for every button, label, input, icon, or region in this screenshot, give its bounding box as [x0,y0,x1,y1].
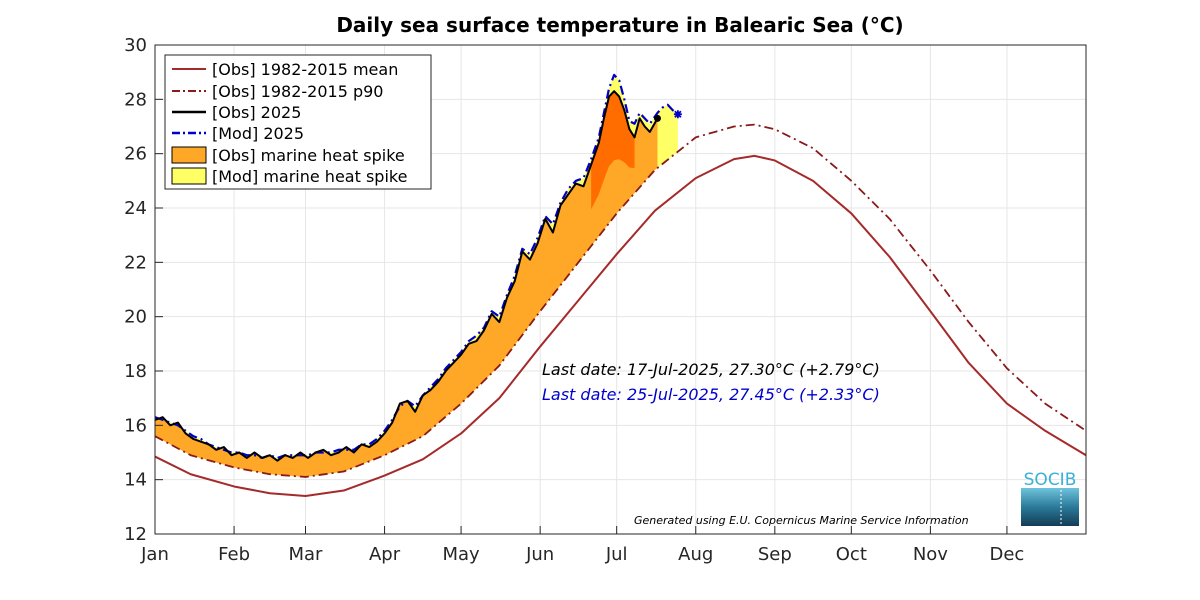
y-tick-label: 22 [124,252,147,273]
x-tick-label: Mar [289,544,324,565]
legend: [Obs] 1982-2015 mean [Obs] 1982-2015 p90… [164,54,432,190]
y-tick-label: 14 [124,470,147,491]
obs-heat-spike-peak-area [591,91,635,210]
y-axis-ticks: 12 14 16 18 20 22 24 26 28 30 [124,35,163,545]
mod-last-point [673,110,682,119]
y-tick-label: 26 [124,144,147,165]
obs-p90-line [154,123,1087,478]
legend-label-mod-spike: [Mod] marine heat spike [212,167,407,186]
chart-title: Daily sea surface temperature in Baleari… [336,13,903,37]
copernicus-credit: Generated using E.U. Copernicus Marine S… [634,514,969,527]
legend-box [164,54,432,190]
mod-2025-line [154,73,679,460]
obs-2025-line [154,90,659,462]
x-tick-label: Jun [525,544,554,565]
y-tick-label: 20 [124,307,147,328]
y-tick-label: 12 [124,524,147,545]
x-tick-label: Aug [678,544,713,565]
x-tick-label: Nov [913,544,948,565]
legend-label-obs-spike: [Obs] marine heat spike [212,146,405,165]
x-tick-label: Oct [836,544,867,565]
legend-label-obs-mean: [Obs] 1982-2015 mean [212,60,398,79]
legend-label-mod-2025: [Mod] 2025 [212,124,304,143]
socib-logo-text: SOCIB [1024,470,1077,490]
x-tick-label: Dec [990,544,1025,565]
y-tick-label: 24 [124,198,147,219]
legend-swatch-obs-spike [171,146,207,164]
legend-swatch-mod-spike [171,167,207,185]
legend-label-obs-p90: [Obs] 1982-2015 p90 [212,82,383,101]
socib-logo-wave-block [1021,488,1079,526]
plot-frame [154,44,1087,535]
x-tick-label: May [442,544,480,565]
x-axis-ticks: Jan Feb Mar Apr May Jun Jul Aug Sep Oct Nov Dec [140,526,1024,565]
y-tick-label: 30 [124,35,147,56]
y-tick-label: 28 [124,89,147,110]
y-tick-label: 16 [124,415,147,436]
series-lines [154,73,1087,497]
y-tick-label: 18 [124,361,147,382]
x-tick-label: Jul [605,544,628,565]
annotation-obs-last-date: Last date: 17-Jul-2025, 27.30°C (+2.79°C… [542,360,880,379]
legend-label-obs-2025: [Obs] 2025 [212,103,301,122]
x-tick-label: Jan [140,544,169,565]
socib-logo: SOCIB [1021,470,1079,526]
annotation-mod-last-date: Last date: 25-Jul-2025, 27.45°C (+2.33°C… [542,385,880,404]
x-tick-label: Sep [758,544,792,565]
x-tick-label: Apr [369,544,401,565]
x-tick-label: Feb [218,544,250,565]
plot-frame-box [154,44,1087,535]
obs-last-point [653,114,661,122]
obs-mean-line [154,154,1087,497]
